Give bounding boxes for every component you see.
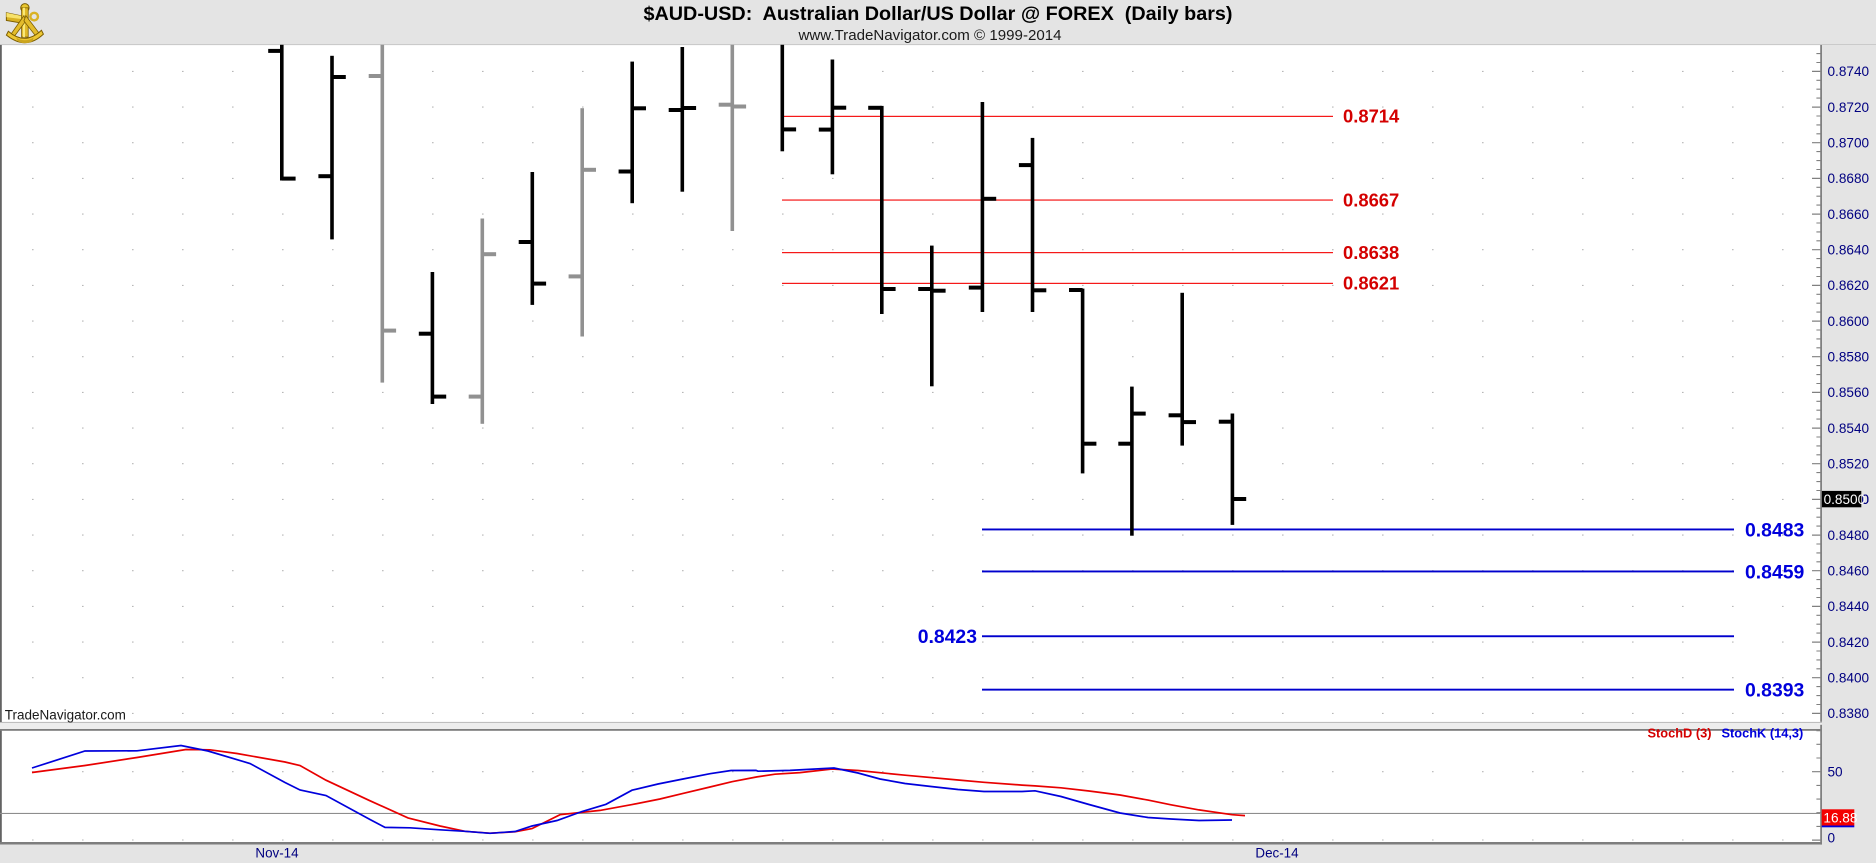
svg-text:0.8480: 0.8480 xyxy=(1828,528,1870,543)
svg-text:$AUD-USD: Australian Dollar/U: $AUD-USD: Australian Dollar/US Dollar @ … xyxy=(643,3,1232,25)
svg-text:0.8460: 0.8460 xyxy=(1828,564,1870,579)
svg-text:StochK (14,3): StochK (14,3) xyxy=(1722,726,1804,741)
svg-text:0.8638: 0.8638 xyxy=(1343,242,1399,263)
svg-text:0.8580: 0.8580 xyxy=(1828,350,1870,365)
svg-text:0.8500: 0.8500 xyxy=(1824,492,1866,507)
svg-text:0.8714: 0.8714 xyxy=(1343,106,1400,127)
svg-text:0.8660: 0.8660 xyxy=(1828,207,1870,222)
svg-text:0.8540: 0.8540 xyxy=(1828,421,1870,436)
svg-text:Nov-14: Nov-14 xyxy=(255,846,299,861)
svg-text:Dec-14: Dec-14 xyxy=(1255,846,1299,861)
svg-text:0.8740: 0.8740 xyxy=(1828,64,1870,79)
svg-text:0.8440: 0.8440 xyxy=(1828,599,1870,614)
svg-text:0.8393: 0.8393 xyxy=(1745,680,1805,702)
svg-text:0.8560: 0.8560 xyxy=(1828,385,1870,400)
svg-text:0.8520: 0.8520 xyxy=(1828,457,1870,472)
svg-text:16.88: 16.88 xyxy=(1823,810,1857,825)
svg-text:0.8720: 0.8720 xyxy=(1828,100,1870,115)
svg-text:0.8667: 0.8667 xyxy=(1343,189,1399,210)
svg-text:50: 50 xyxy=(1828,765,1844,780)
svg-text:0.8420: 0.8420 xyxy=(1828,635,1870,650)
svg-text:0.8400: 0.8400 xyxy=(1828,671,1870,686)
svg-text:0.8621: 0.8621 xyxy=(1343,273,1399,294)
svg-text:0.8620: 0.8620 xyxy=(1828,278,1870,293)
svg-text:0.8640: 0.8640 xyxy=(1828,243,1870,258)
svg-text:0.8380: 0.8380 xyxy=(1828,706,1870,721)
svg-text:TradeNavigator.com: TradeNavigator.com xyxy=(5,708,126,723)
svg-text:0.8483: 0.8483 xyxy=(1745,519,1805,541)
svg-text:0.8700: 0.8700 xyxy=(1828,136,1870,151)
svg-text:0.8680: 0.8680 xyxy=(1828,171,1870,186)
svg-text:0.8600: 0.8600 xyxy=(1828,314,1870,329)
svg-text:0.8423: 0.8423 xyxy=(918,626,978,648)
svg-text:StochD (3): StochD (3) xyxy=(1648,726,1712,741)
svg-text:www.TradeNavigator.com © 1999-: www.TradeNavigator.com © 1999-2014 xyxy=(797,27,1061,44)
svg-text:0.8459: 0.8459 xyxy=(1745,561,1805,583)
svg-text:0: 0 xyxy=(1828,831,1836,846)
